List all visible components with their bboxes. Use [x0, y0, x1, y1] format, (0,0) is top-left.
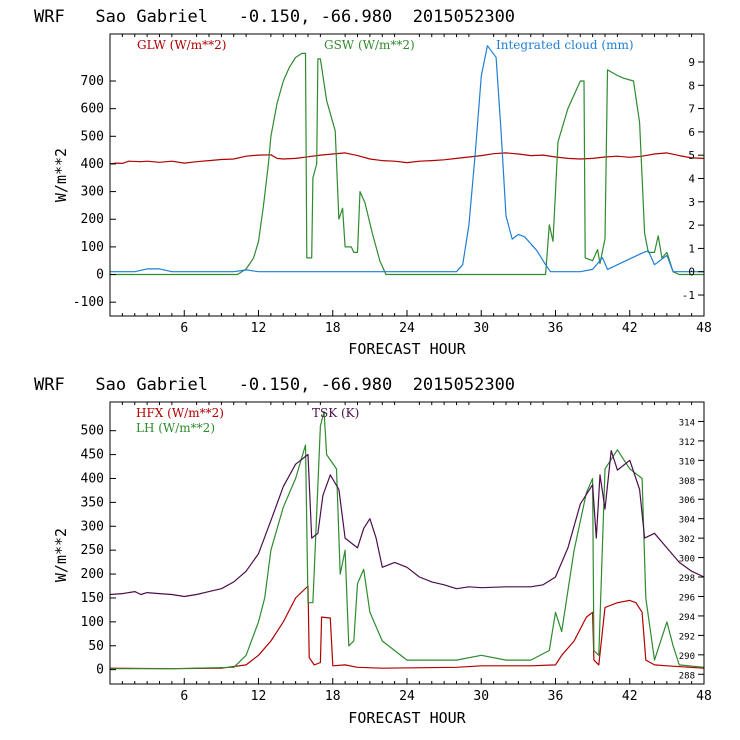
bot-y-tick-label: 500: [81, 424, 104, 439]
bottom-legend-tsk: TSK (K): [312, 406, 359, 420]
bot-right-tick-label: 290: [679, 652, 695, 662]
top-y-axis-label: W/m**2: [52, 148, 70, 202]
top-x-tick-label: 18: [325, 321, 341, 336]
bot-right-tick-label: 312: [679, 438, 695, 448]
bottom-y-axis-label: W/m**2: [52, 528, 70, 582]
top-y-tick-label: 500: [81, 129, 104, 144]
top-series-gsw-line: [110, 52, 704, 276]
bot-x-tick-label: 12: [251, 689, 267, 704]
top-x-axis-label: FORECAST HOUR: [348, 340, 466, 358]
top-y-tick-label: -100: [73, 295, 104, 310]
bot-right-tick-label: 298: [679, 574, 695, 584]
bottom-legend-hfx: HFX (W/m**2): [136, 406, 224, 420]
bot-x-tick-label: 42: [622, 689, 638, 704]
top-x-tick-label: 42: [622, 321, 638, 336]
top-right-tick-label: 9: [688, 56, 695, 69]
top-right-tick-label: 0: [688, 266, 695, 279]
top-y-tick-label: 700: [81, 74, 104, 89]
top-x-tick-label: 12: [251, 321, 267, 336]
bot-x-tick-label: 36: [548, 689, 564, 704]
bot-right-tick-label: 306: [679, 496, 695, 506]
top-right-tick-label: 2: [688, 219, 695, 232]
top-right-tick-label: 1: [688, 242, 695, 255]
bottom-chart: WRF Sao Gabriel -0.150, -66.980 20150523…: [34, 375, 712, 727]
bot-y-tick-label: 150: [81, 591, 104, 606]
top-x-tick-label: 36: [548, 321, 564, 336]
top-y-tick-label: 600: [81, 102, 104, 117]
top-y-tick-label: 300: [81, 185, 104, 200]
top-right-tick-label: 4: [688, 172, 695, 185]
bot-series-tsk-line: [110, 450, 704, 598]
bot-y-tick-label: 50: [88, 639, 104, 654]
top-legend-cloud: Integrated cloud (mm): [496, 38, 634, 52]
bot-y-tick-label: 100: [81, 615, 104, 630]
top-x-tick-label: 30: [473, 321, 489, 336]
bot-series-lh-line: [110, 411, 704, 670]
bottom-plot-frame: [109, 401, 705, 685]
bot-x-tick-label: 6: [180, 689, 188, 704]
bottom-x-axis-label: FORECAST HOUR: [348, 709, 466, 727]
top-legend-gsw: GSW (W/m**2): [324, 38, 415, 52]
bot-x-tick-label: 30: [473, 689, 489, 704]
top-right-tick-label: 8: [688, 79, 695, 92]
top-plot-frame: [109, 33, 705, 317]
bottom-chart-title: WRF Sao Gabriel -0.150, -66.980 20150523…: [34, 375, 515, 395]
top-series-integrated-line: [110, 45, 704, 273]
bot-right-tick-label: 294: [679, 613, 695, 623]
bottom-legend-lh: LH (W/m**2): [136, 421, 215, 435]
top-right-tick-label: -1: [682, 289, 695, 302]
top-right-tick-label: 6: [688, 126, 695, 139]
top-right-tick-label: 7: [688, 103, 695, 116]
bot-right-tick-label: 314: [679, 418, 695, 428]
bot-series-hfx-line: [110, 585, 704, 670]
top-right-tick-label: 5: [688, 149, 695, 162]
bot-y-tick-label: 450: [81, 448, 104, 463]
bot-y-tick-label: 300: [81, 519, 104, 534]
bot-right-tick-label: 308: [679, 477, 695, 487]
bot-right-tick-label: 296: [679, 593, 695, 603]
top-y-tick-label: 400: [81, 157, 104, 172]
bot-right-tick-label: 304: [679, 516, 695, 526]
top-y-tick-label: 0: [96, 268, 104, 283]
top-x-tick-label: 24: [399, 321, 415, 336]
bot-right-tick-label: 288: [679, 671, 695, 681]
top-right-tick-label: 3: [688, 196, 695, 209]
top-chart-title: WRF Sao Gabriel -0.150, -66.980 20150523…: [34, 7, 515, 27]
bot-y-tick-label: 0: [96, 663, 104, 678]
top-y-tick-label: 100: [81, 240, 104, 255]
top-series-glw-line: [110, 152, 704, 165]
top-chart: WRF Sao Gabriel -0.150, -66.980 20150523…: [34, 7, 712, 358]
top-x-tick-label: 48: [696, 321, 712, 336]
bot-right-tick-label: 302: [679, 535, 695, 545]
bot-right-tick-label: 310: [679, 457, 695, 467]
bot-right-tick-label: 300: [679, 555, 695, 565]
bot-right-tick-label: 292: [679, 632, 695, 642]
bot-x-tick-label: 18: [325, 689, 341, 704]
top-y-tick-label: 200: [81, 212, 104, 227]
bot-x-tick-label: 24: [399, 689, 415, 704]
bot-x-tick-label: 48: [696, 689, 712, 704]
bot-y-tick-label: 200: [81, 567, 104, 582]
top-legend-glw: GLW (W/m**2): [137, 38, 226, 52]
bot-y-tick-label: 400: [81, 471, 104, 486]
bot-y-tick-label: 250: [81, 543, 104, 558]
top-x-tick-label: 6: [180, 321, 188, 336]
bot-y-tick-label: 350: [81, 495, 104, 510]
